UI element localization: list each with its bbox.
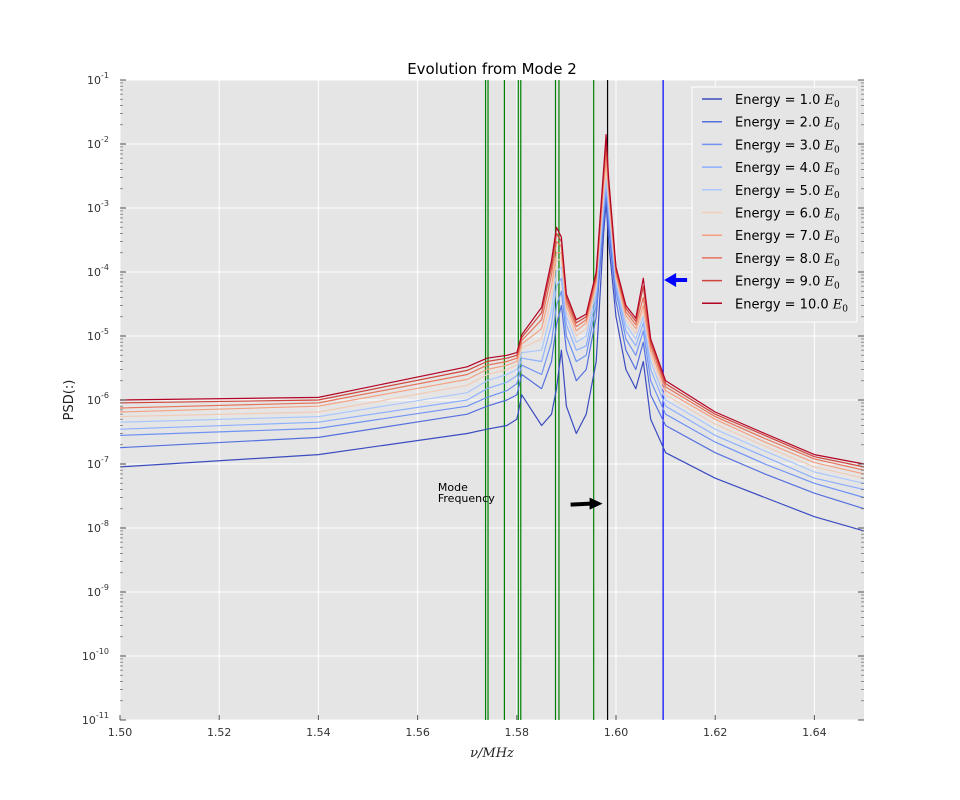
legend-entry: Energy = 2.0 E0: [735, 116, 840, 133]
y-tick-label: 10-5: [87, 327, 109, 343]
series-line-energy-10: [119, 134, 865, 465]
x-tick-label: 1.58: [505, 726, 530, 739]
x-tick-label: 1.56: [405, 726, 430, 739]
y-tick-label: 10-3: [87, 199, 109, 215]
y-tick-label: 10-11: [82, 711, 109, 727]
series-line-energy-1: [119, 202, 865, 532]
legend-entry: Energy = 10.0 E0: [735, 297, 848, 314]
axes: 1.50 1.52 1.54 1.56 1.58 1.60 1.62 1.64 10-1 10-2…: [82, 71, 864, 739]
legend-box: [691, 86, 858, 323]
legend: Energy = 1.0 E0 Energy = 2.0 E0 Energy = 3…: [691, 86, 858, 323]
series-line-energy-5: [119, 176, 865, 484]
legend-entry: Energy = 7.0 E0: [735, 229, 840, 246]
legend-entry: Energy = 5.0 E0: [735, 184, 840, 201]
series-line-energy-8: [119, 149, 865, 471]
y-tick-label: 10-4: [87, 263, 109, 279]
annotation-arrow-head: [664, 272, 677, 287]
y-tick-label: 10-6: [87, 391, 109, 407]
legend-entry: Energy = 4.0 E0: [735, 161, 840, 178]
y-axis-title: PSD(:): [62, 380, 77, 421]
x-tick-label: 1.50: [108, 726, 133, 739]
legend-entry: Energy = 8.0 E0: [735, 252, 840, 269]
legend-entry: Energy = 6.0 E0: [735, 207, 840, 224]
series-line-energy-7: [119, 157, 865, 475]
y-tick-label: 10-10: [82, 647, 109, 663]
x-tick-label: 1.52: [207, 726, 232, 739]
legend-entry: Energy = 9.0 E0: [735, 275, 840, 292]
x-tick-label: 1.64: [802, 726, 827, 739]
series-line-energy-2: [119, 196, 865, 510]
series-line-energy-6: [119, 168, 865, 479]
annotation-arrow-shaft: [570, 501, 591, 507]
legend-entry: Energy = 3.0 E0: [735, 138, 840, 155]
chart-title: Evolution from Mode 2: [407, 60, 577, 78]
annotation-arrow-head: [589, 497, 603, 510]
series-line-energy-9: [119, 140, 865, 468]
legend-entry: Energy = 1.0 E0: [735, 93, 840, 110]
series-lines: [119, 134, 865, 532]
y-tick-label: 10-8: [87, 519, 109, 535]
y-tick-label: 10-1: [87, 71, 109, 87]
y-tick-label: 10-2: [87, 135, 109, 151]
annotation-text: Mode: [438, 481, 468, 494]
x-tick-label: 1.62: [703, 726, 728, 739]
y-tick-label: 10-9: [87, 583, 109, 599]
annotation-text: Frequency: [438, 492, 495, 505]
x-tick-label: 1.60: [604, 726, 629, 739]
series-line-energy-3: [119, 188, 865, 499]
x-axis-title: ν/MHz: [470, 746, 514, 761]
x-tick-label: 1.54: [306, 726, 331, 739]
y-tick-label: 10-7: [87, 455, 109, 471]
series-line-energy-4: [119, 181, 865, 491]
grid-lines: [119, 79, 864, 721]
